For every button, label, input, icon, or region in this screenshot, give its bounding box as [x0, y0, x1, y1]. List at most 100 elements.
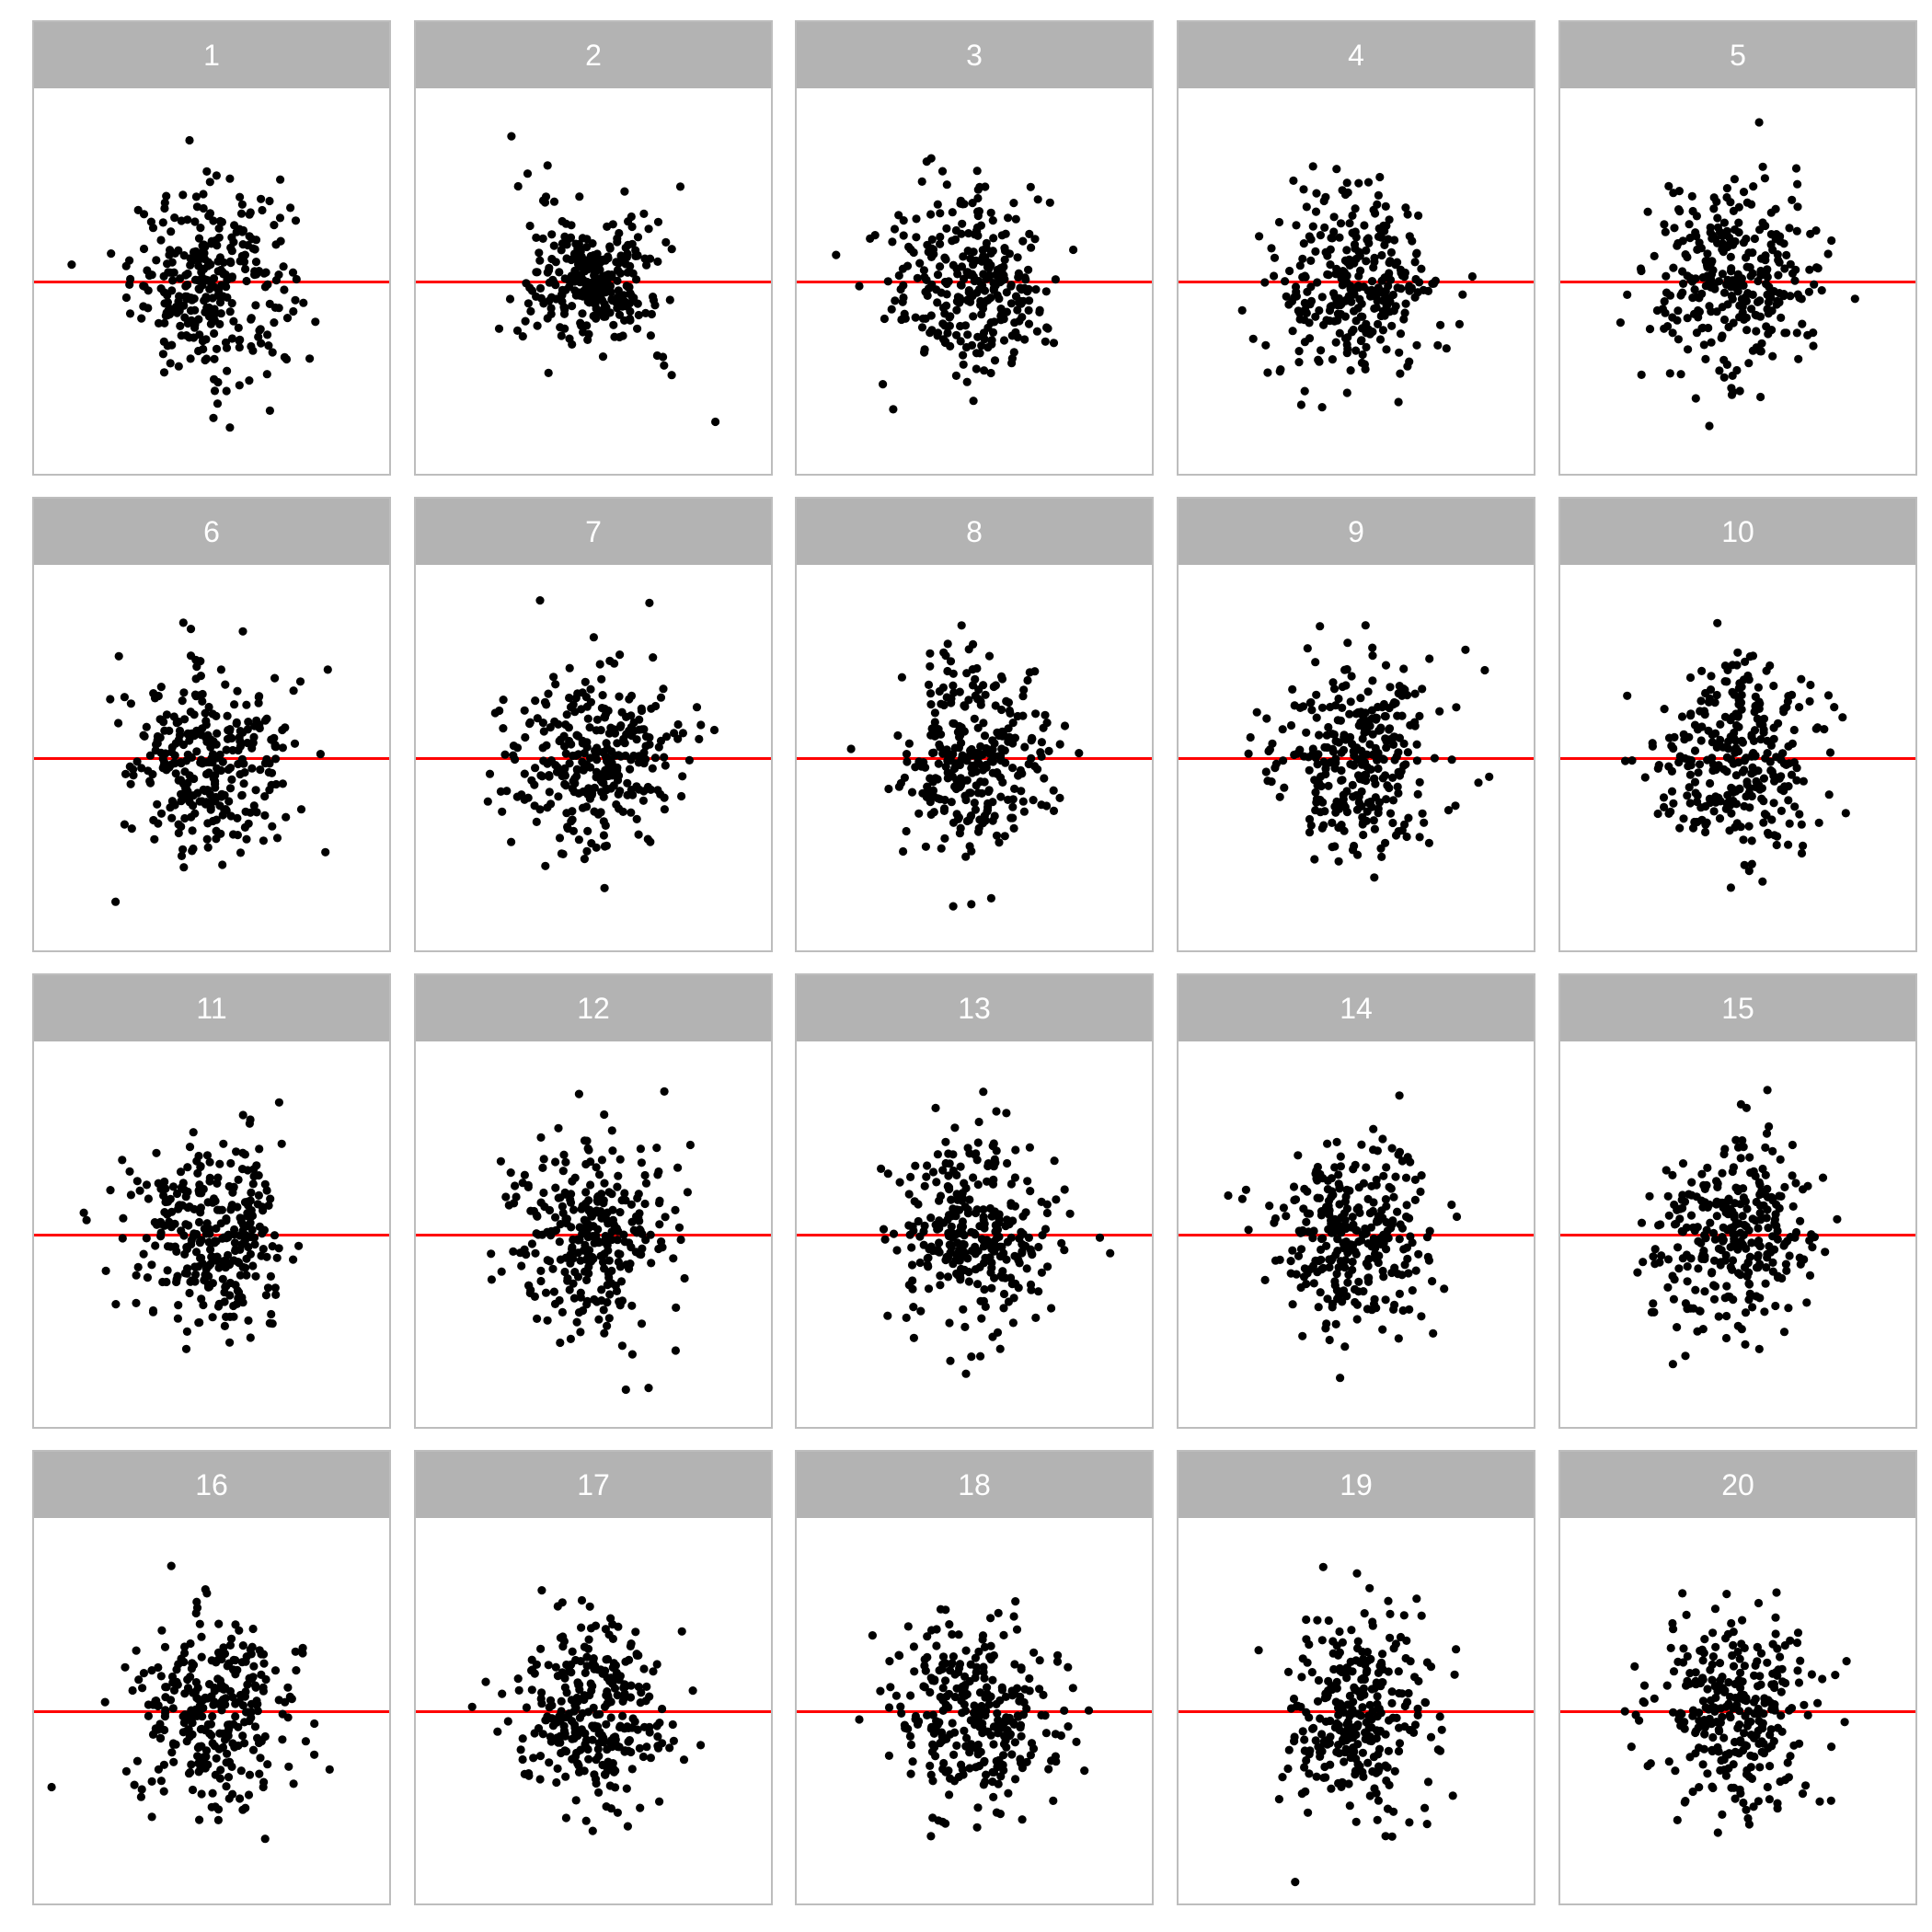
scatter-point — [641, 742, 650, 750]
scatter-point — [231, 1712, 239, 1720]
scatter-point — [224, 712, 232, 720]
scatter-point — [1700, 1287, 1708, 1295]
scatter-point — [1694, 1237, 1702, 1246]
scatter-point — [1328, 234, 1337, 242]
scatter-point — [633, 1228, 641, 1236]
facet-strip-label: 7 — [416, 499, 771, 565]
scatter-point — [1343, 1279, 1351, 1287]
scatter-point — [1621, 757, 1629, 765]
scatter-point — [615, 804, 623, 812]
scatter-point — [711, 418, 719, 426]
scatter-point — [1838, 713, 1846, 721]
scatter-point — [592, 1297, 601, 1305]
scatter-point — [628, 1765, 637, 1773]
scatter-point — [628, 223, 637, 231]
scatter-point — [880, 315, 889, 323]
scatter-point — [1041, 338, 1050, 346]
scatter-point — [1616, 318, 1625, 327]
scatter-point — [1744, 1280, 1753, 1288]
scatter-point — [1795, 703, 1803, 711]
scatter-point — [960, 361, 968, 369]
scatter-point — [241, 1687, 249, 1696]
scatter-point — [981, 335, 989, 343]
facet-panel-10: 10 — [1558, 497, 1917, 952]
scatter-point — [148, 770, 156, 778]
scatter-point — [1738, 1325, 1746, 1333]
scatter-point — [531, 1249, 539, 1258]
scatter-point — [242, 1658, 250, 1666]
scatter-point — [196, 1238, 204, 1247]
scatter-point — [642, 1683, 650, 1691]
scatter-point — [1367, 1182, 1375, 1190]
scatter-point — [1666, 292, 1674, 300]
scatter-point — [1052, 1195, 1060, 1203]
scatter-point — [608, 1126, 616, 1134]
scatter-point — [1349, 845, 1357, 854]
scatter-point — [1271, 254, 1279, 262]
scatter-point — [1362, 1230, 1370, 1238]
scatter-point — [528, 286, 536, 294]
scatter-point — [1262, 767, 1271, 776]
scatter-point — [1485, 773, 1493, 781]
scatter-point — [1393, 1208, 1401, 1216]
scatter-point — [507, 132, 515, 141]
scatter-svg — [416, 565, 771, 952]
scatter-point — [1264, 747, 1272, 755]
scatter-point — [546, 1206, 554, 1214]
scatter-point — [133, 1177, 142, 1185]
scatter-point — [555, 268, 563, 276]
scatter-point — [1474, 778, 1482, 787]
scatter-point — [1752, 327, 1760, 335]
scatter-point — [905, 740, 914, 748]
scatter-point — [1745, 822, 1754, 831]
scatter-point — [1329, 289, 1338, 297]
scatter-point — [528, 1239, 536, 1248]
scatter-point — [134, 206, 143, 214]
scatter-point — [1851, 294, 1859, 303]
scatter-point — [1376, 335, 1385, 343]
scatter-point — [1654, 810, 1662, 818]
scatter-point — [1425, 1257, 1433, 1265]
scatter-point — [600, 1179, 608, 1188]
scatter-point — [1720, 219, 1729, 227]
scatter-point — [1007, 299, 1016, 307]
scatter-point — [157, 683, 166, 691]
scatter-point — [955, 759, 963, 767]
scatter-point — [259, 1687, 268, 1696]
scatter-point — [1066, 1210, 1075, 1218]
scatter-point — [1364, 326, 1373, 334]
scatter-point — [684, 1188, 692, 1196]
scatter-point — [207, 320, 215, 328]
scatter-point — [1416, 833, 1424, 841]
scatter-point — [164, 1266, 172, 1274]
scatter-point — [668, 371, 676, 379]
scatter-point — [655, 1197, 663, 1205]
scatter-point — [241, 823, 249, 832]
scatter-point — [1742, 326, 1751, 334]
scatter-point — [582, 282, 591, 291]
scatter-point — [1027, 183, 1035, 191]
scatter-point — [487, 1249, 495, 1258]
scatter-point — [179, 1658, 188, 1666]
scatter-point — [543, 803, 551, 811]
scatter-point — [549, 673, 558, 681]
scatter-point — [229, 830, 237, 838]
scatter-point — [1786, 292, 1794, 300]
scatter-point — [1688, 192, 1696, 201]
scatter-point — [129, 771, 137, 779]
scatter-point — [290, 686, 298, 695]
scatter-point — [556, 1237, 564, 1246]
scatter-point — [114, 719, 122, 727]
scatter-point — [271, 240, 280, 248]
scatter-point — [153, 800, 161, 809]
scatter-point — [193, 1169, 201, 1178]
scatter-point — [1662, 272, 1670, 281]
scatter-point — [218, 218, 226, 226]
scatter-point — [1106, 1249, 1114, 1258]
scatter-point — [523, 169, 532, 178]
scatter-point — [1400, 685, 1409, 694]
scatter-point — [1710, 193, 1719, 201]
scatter-point — [581, 763, 589, 771]
scatter-point — [1242, 1186, 1250, 1194]
scatter-point — [257, 1671, 265, 1679]
